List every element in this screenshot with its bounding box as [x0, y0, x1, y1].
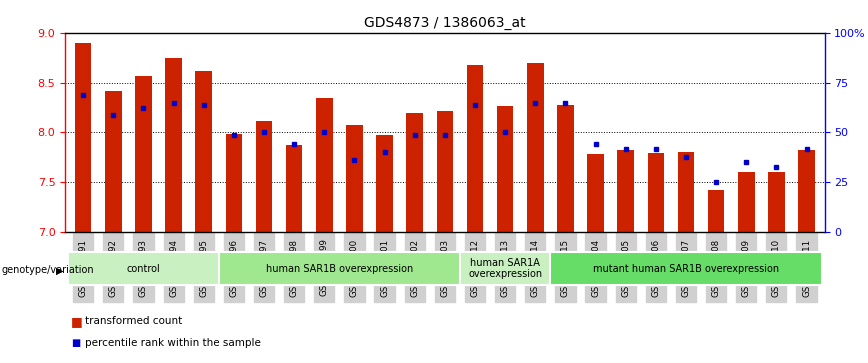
Bar	[406, 113, 423, 232]
Title: GDS4873 / 1386063_at: GDS4873 / 1386063_at	[364, 16, 526, 30]
Bar	[226, 134, 242, 232]
Text: human SAR1B overexpression: human SAR1B overexpression	[266, 264, 413, 274]
Bar	[799, 150, 815, 232]
Bar	[527, 63, 543, 232]
Bar	[550, 252, 822, 285]
Bar	[286, 146, 302, 232]
Bar	[768, 172, 785, 232]
Text: human SAR1A
overexpression: human SAR1A overexpression	[468, 258, 542, 280]
Text: genotype/variation: genotype/variation	[2, 265, 95, 276]
Bar	[75, 42, 91, 232]
Text: ■: ■	[71, 338, 81, 348]
Text: control: control	[127, 264, 161, 274]
Bar	[496, 106, 513, 232]
Text: transformed count: transformed count	[85, 316, 182, 326]
Bar	[617, 150, 634, 232]
Bar	[557, 105, 574, 232]
Bar	[165, 58, 182, 232]
Bar	[460, 252, 550, 285]
Bar	[135, 76, 152, 232]
Text: mutant human SAR1B overexpression: mutant human SAR1B overexpression	[593, 264, 779, 274]
Text: ■: ■	[71, 315, 83, 328]
Bar	[68, 252, 219, 285]
Bar	[707, 190, 725, 232]
Bar	[678, 152, 694, 232]
Bar	[105, 90, 122, 232]
Bar	[588, 154, 604, 232]
Bar	[648, 154, 664, 232]
Text: percentile rank within the sample: percentile rank within the sample	[85, 338, 261, 348]
Bar	[219, 252, 460, 285]
Bar	[437, 110, 453, 232]
Bar	[738, 172, 754, 232]
Bar	[346, 125, 363, 232]
Bar	[467, 65, 483, 232]
Bar	[316, 98, 332, 232]
Bar	[195, 71, 212, 232]
Text: ▶: ▶	[56, 265, 63, 276]
Bar	[377, 135, 393, 232]
Bar	[256, 121, 273, 232]
